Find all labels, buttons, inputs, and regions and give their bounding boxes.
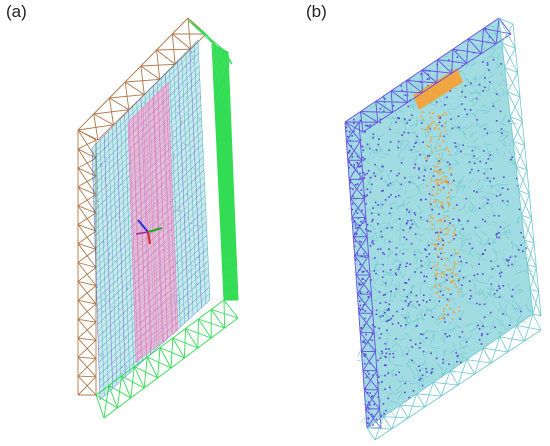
panel-a-axis-triad <box>135 219 163 245</box>
panel-a-label: (a) <box>6 2 27 21</box>
panel-a-front-frame <box>95 19 239 419</box>
panel-b-mesh-fill <box>345 18 533 428</box>
panel-b-label: (b) <box>306 2 327 21</box>
panel-b-mesh-render <box>344 17 542 441</box>
panel-b-scatter-dots <box>345 27 527 427</box>
panel-b-highlight-region <box>413 68 463 321</box>
panel-a-back-frame <box>77 17 207 396</box>
panel-a-mesh-render <box>77 17 239 419</box>
panel-b-frame <box>344 17 542 441</box>
